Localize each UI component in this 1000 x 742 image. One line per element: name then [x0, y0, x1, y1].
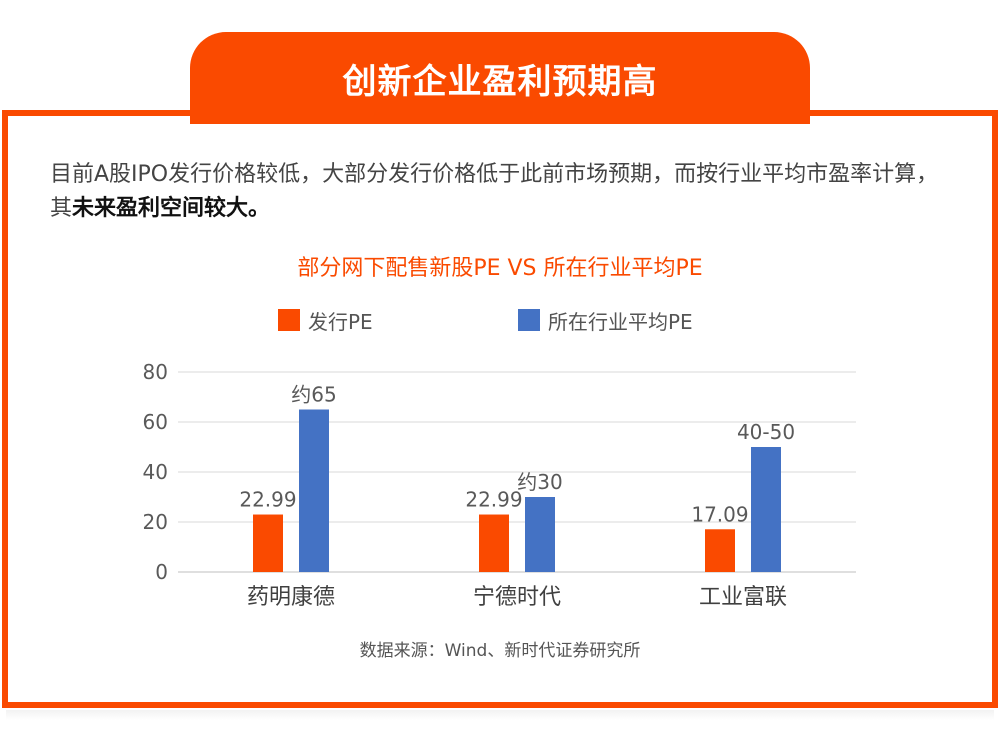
data-label: 约65 — [291, 383, 336, 407]
source-note: 数据来源：Wind、新时代证券研究所 — [359, 641, 641, 661]
legend-label-issue-pe: 发行PE — [308, 310, 373, 334]
x-tick-label: 宁德时代 — [473, 585, 561, 610]
bar — [525, 497, 555, 572]
page-title: 创新企业盈利预期高 — [342, 62, 658, 102]
header-tab: 创新企业盈利预期高 — [190, 32, 810, 124]
legend-swatch-industry-pe — [518, 309, 540, 331]
y-tick-label: 80 — [143, 360, 168, 384]
legend-swatch-issue-pe — [278, 309, 300, 331]
chart-title: 部分网下配售新股PE VS 所在行业平均PE — [297, 256, 703, 281]
bar — [299, 409, 329, 572]
data-label: 17.09 — [691, 502, 748, 526]
x-tick-label: 工业富联 — [699, 585, 787, 610]
legend-label-industry-pe: 所在行业平均PE — [548, 310, 693, 334]
content-card — [2, 110, 998, 708]
intro-text: 目前A股IPO发行价格较低，大部分发行价格低于此前市场预期，而按行业平均市盈率计… — [50, 162, 939, 221]
y-tick-label: 20 — [143, 510, 168, 534]
y-tick-label: 60 — [143, 410, 168, 434]
intro-highlight: 未来盈利空间较大。 — [72, 196, 271, 221]
y-tick-label: 40 — [143, 460, 168, 484]
intro-paragraph: 目前A股IPO发行价格较低，大部分发行价格低于此前市场预期，而按行业平均市盈率计… — [50, 158, 960, 226]
card-shadow — [6, 710, 994, 720]
bar — [253, 514, 283, 572]
bar — [705, 529, 735, 572]
data-label: 40-50 — [737, 420, 795, 444]
y-tick-label: 0 — [155, 560, 168, 584]
bar — [479, 514, 509, 572]
data-label: 约30 — [517, 470, 562, 494]
x-tick-label: 药明康德 — [247, 585, 335, 610]
bar — [751, 447, 781, 572]
data-label: 22.99 — [239, 488, 296, 512]
data-label: 22.99 — [465, 488, 522, 512]
